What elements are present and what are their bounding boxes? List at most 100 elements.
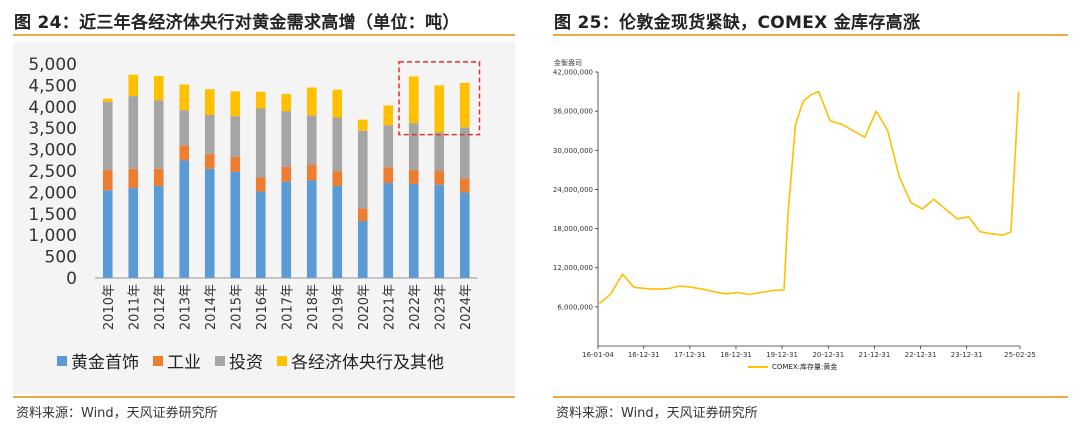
- bar-segment: [179, 84, 190, 111]
- bar-segment: [408, 169, 419, 184]
- bar-segment: [102, 102, 113, 171]
- legend-swatch: [215, 355, 225, 366]
- x-tick-label: 25-02-25: [1004, 351, 1036, 359]
- bar-segment: [434, 171, 445, 185]
- x-tick-label: 20-12-31: [812, 351, 844, 359]
- y-tick-label: 4,500: [28, 76, 77, 96]
- bar-segment: [408, 76, 419, 124]
- bar-segment: [179, 110, 190, 146]
- figure-25-title: 图 25：伦敦金现货紧缺，COMEX 金库存高涨: [554, 13, 921, 33]
- bar-segment: [408, 183, 419, 278]
- bar-segment: [204, 168, 215, 278]
- x-tick-label: 18-12-31: [720, 351, 752, 359]
- x-tick-label: 22-12-31: [905, 351, 937, 359]
- y-tick-label: 6,000,000: [557, 303, 593, 311]
- bar-segment: [230, 156, 241, 172]
- bar-segment: [459, 192, 470, 278]
- x-tick-label: 23-12-31: [951, 351, 983, 359]
- x-tick-label: 2012年: [153, 284, 168, 330]
- source-rule: [553, 396, 1068, 398]
- bar-segment: [204, 89, 215, 115]
- legend-swatch: [277, 355, 287, 366]
- bar-segment: [153, 168, 164, 186]
- bar-segment: [204, 153, 215, 169]
- x-tick-label: 21-12-31: [859, 351, 891, 359]
- bar-segment: [306, 115, 317, 166]
- bar-segment: [332, 117, 343, 172]
- y-tick-label: 36,000,000: [553, 108, 593, 116]
- x-tick-label: 2019年: [331, 284, 346, 330]
- y-tick-label: 1,500: [28, 205, 77, 225]
- bar-segment: [434, 132, 445, 171]
- legend-item-industry: 工业: [153, 348, 201, 373]
- x-tick-label: 2015年: [229, 284, 244, 330]
- x-tick-label: 16-12-31: [628, 351, 660, 359]
- bar-segment: [153, 100, 164, 169]
- bar-segment: [357, 208, 368, 222]
- bar-segment: [459, 82, 470, 128]
- bar-segment: [128, 188, 139, 278]
- y-tick-label: 500: [45, 248, 77, 268]
- y-tick-label: 2,000: [28, 183, 77, 203]
- legend-line-swatch: [748, 366, 768, 368]
- y-tick-label: 4,000: [28, 98, 77, 118]
- bar-segment: [383, 167, 394, 183]
- legend-item-central-banks: 各经济体央行及其他: [277, 348, 444, 373]
- bar-segment: [255, 177, 266, 192]
- bar-segment: [434, 85, 445, 133]
- y-tick-label: 42,000,000: [553, 69, 593, 77]
- bar-segment: [357, 130, 368, 209]
- x-tick-label: 2011年: [127, 284, 142, 330]
- bar-segment: [102, 190, 113, 278]
- bar-segment: [179, 160, 190, 278]
- bar-segment: [332, 185, 343, 278]
- legend-swatch: [153, 355, 163, 366]
- bar-segment: [281, 181, 292, 278]
- x-tick-label: 2018年: [306, 284, 321, 330]
- bar-segment: [383, 182, 394, 278]
- chart-area: 0 500 1,000 1,500 2,000 2,500 3,000 3,500 4,000 4…: [13, 42, 515, 394]
- bar-segment: [204, 114, 215, 154]
- bar-segment: [128, 96, 139, 169]
- y-tick-label: 3,000: [28, 141, 77, 161]
- figure-24-panel: 图 24：近三年各经济体央行对黄金需求高增（单位：吨） 0 500 1,000 1,5…: [0, 0, 520, 430]
- y-tick-label: 24,000,000: [553, 186, 593, 194]
- x-tick-label: 2022年: [408, 284, 423, 330]
- x-tick-label: 2024年: [459, 284, 474, 330]
- x-tick-label: 16-01-04: [582, 351, 614, 359]
- bar-segment: [357, 119, 368, 131]
- bar-segment: [230, 171, 241, 278]
- legend-item-investment: 投资: [215, 348, 263, 373]
- x-tick-label: 2010年: [102, 284, 117, 330]
- bar-segment: [306, 165, 317, 181]
- bar-segment: [128, 74, 139, 97]
- bar-segment: [255, 108, 266, 178]
- bar-segment: [102, 170, 113, 191]
- legend-item-jewelry: 黄金首饰: [57, 348, 139, 373]
- y-tick-label: 18,000,000: [553, 225, 593, 233]
- bar-segment: [408, 123, 419, 170]
- chart-legend: 黄金首饰 工业 投资 各经济体央行及其他: [57, 348, 444, 373]
- series-line-comex-gold-inventory: [598, 90, 1020, 305]
- x-tick-label: 2021年: [382, 284, 397, 330]
- title-rule: [553, 34, 1068, 36]
- bar-segment: [357, 221, 368, 278]
- x-tick-label: 17-12-31: [674, 351, 706, 359]
- bar-segment: [332, 171, 343, 186]
- bar-segment: [255, 91, 266, 109]
- figure-24-source: 资料来源：Wind，天风证券研究所: [16, 406, 218, 421]
- figure-24-title: 图 24：近三年各经济体央行对黄金需求高增（单位：吨）: [14, 13, 460, 33]
- bar-segment: [153, 75, 164, 101]
- bar-segment: [230, 116, 241, 157]
- bar-segment: [230, 91, 241, 117]
- bar-segment: [383, 125, 394, 168]
- figure-25-panel: 图 25：伦敦金现货紧缺，COMEX 金库存高涨 6,000,000 12,000…: [540, 0, 1080, 430]
- y-tick-label: 5,000: [28, 55, 77, 75]
- x-tick-label: 2017年: [280, 284, 295, 330]
- legend-label: 工业: [167, 353, 201, 373]
- bar-segment: [128, 168, 139, 189]
- bar-segment: [332, 89, 343, 118]
- stacked-bar-chart: 05001,0001,5002,0002,5003,0003,5004,0004…: [28, 55, 481, 330]
- bar-segment: [281, 166, 292, 182]
- source-rule: [13, 396, 515, 398]
